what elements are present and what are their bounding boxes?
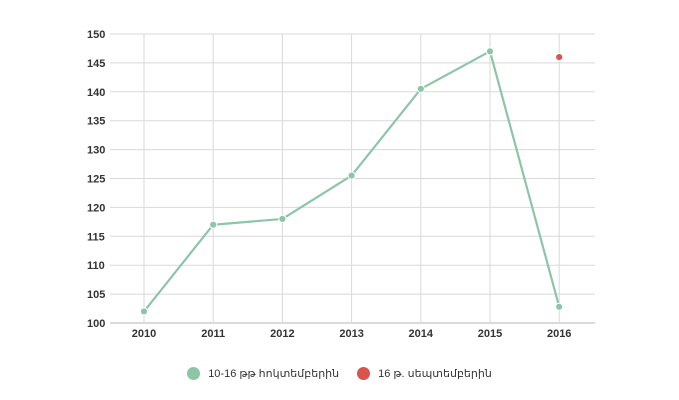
legend-label-september: 16 թ. սեպտեմբերին (378, 368, 492, 380)
vertical-gridlines (143, 34, 560, 323)
data-point-october-2014[interactable] (416, 84, 425, 94)
series-layer (139, 47, 564, 316)
y-tick-label: 115 (87, 231, 105, 243)
x-axis-tick-labels: 2010 2011 2012 2013 2014 2015 2016 (132, 328, 572, 340)
data-point-october-2013[interactable] (347, 171, 356, 180)
x-tick-label: 2013 (339, 328, 363, 340)
x-tick-label: 2016 (547, 328, 571, 340)
y-tick-label: 150 (87, 29, 105, 41)
legend-label-october: 10-16 թթ հոկտեմբերին (208, 368, 340, 380)
legend-item-september[interactable]: 16 թ. սեպտեմբերին (357, 367, 492, 380)
legend-marker-october (187, 367, 201, 380)
y-axis-tick-labels: 100 105 110 115 120 125 130 135 140 145 150 (87, 29, 105, 330)
data-point-october-2016[interactable] (555, 302, 564, 311)
y-tick-label: 130 (87, 145, 105, 157)
legend-marker-september (357, 367, 371, 380)
y-tick-label: 120 (87, 202, 105, 214)
x-tick-label: 2012 (270, 328, 294, 340)
y-tick-label: 105 (87, 289, 105, 301)
y-tick-label: 110 (87, 260, 105, 272)
data-point-october-2012[interactable] (278, 214, 287, 224)
x-tick-label: 2010 (132, 328, 156, 340)
y-tick-label: 140 (87, 87, 105, 99)
y-tick-label: 135 (87, 116, 105, 128)
data-point-october-2011[interactable] (209, 220, 218, 229)
y-tick-label: 145 (87, 58, 105, 70)
y-tick-label: 100 (87, 318, 105, 330)
x-tick-label: 2014 (409, 328, 434, 340)
x-tick-label: 2011 (201, 328, 225, 340)
data-point-october-2015[interactable] (485, 47, 495, 56)
legend-item-october[interactable]: 10-16 թթ հոկտեմբերին (187, 367, 339, 380)
data-point-october-2010[interactable] (139, 307, 149, 316)
y-tick-label: 125 (87, 174, 105, 186)
legend: 10-16 թթ հոկտեմբերին 16 թ. սեպտեմբերին (0, 367, 679, 380)
x-tick-label: 2015 (478, 328, 502, 340)
data-point-september-2016[interactable] (555, 53, 564, 62)
